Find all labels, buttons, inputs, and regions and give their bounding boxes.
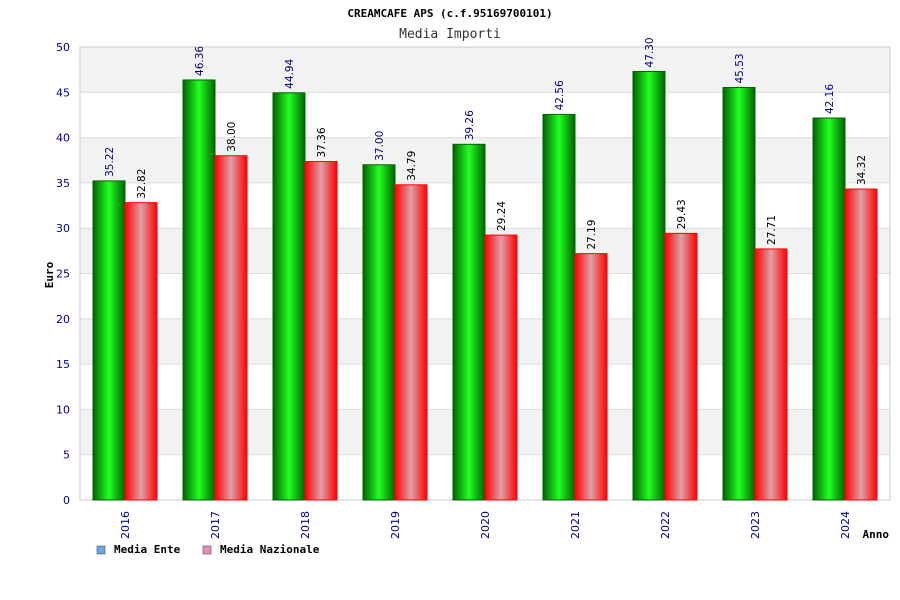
y-tick-label: 25 xyxy=(56,268,70,281)
x-tick-label: 2017 xyxy=(209,511,222,539)
y-tick-label: 35 xyxy=(56,177,70,190)
bar-media-ente-2019 xyxy=(362,164,396,501)
chart-title: CREAMCAFE APS (c.f.95169700101) xyxy=(347,7,552,20)
data-label: 38.00 xyxy=(226,122,238,152)
x-tick-label: 2021 xyxy=(569,511,582,539)
bar-media-nazionale-2021 xyxy=(574,253,608,501)
y-tick-label: 15 xyxy=(56,358,70,371)
legend: Media Ente Media Nazionale xyxy=(96,543,320,556)
data-label: 27.19 xyxy=(586,220,598,250)
x-tick-label: 2024 xyxy=(839,511,852,539)
x-axis-ticks: 2016 2017 2018 2019 2020 2021 2022 2023 2024 xyxy=(119,511,852,539)
data-label: 32.82 xyxy=(136,169,148,199)
data-label: 39.26 xyxy=(464,110,476,140)
data-label: 29.43 xyxy=(676,199,688,229)
data-label: 46.36 xyxy=(194,46,206,76)
y-tick-label: 10 xyxy=(56,403,70,416)
y-axis-label: Euro xyxy=(43,261,56,288)
bar-media-ente-2022 xyxy=(632,70,666,501)
bar-media-nazionale-2018 xyxy=(304,161,338,501)
data-label: 45.53 xyxy=(734,53,746,83)
legend-label: Media Ente xyxy=(114,543,181,556)
bar-media-ente-2018 xyxy=(272,92,306,501)
data-label: 37.36 xyxy=(316,127,328,157)
y-tick-label: 20 xyxy=(56,313,70,326)
x-tick-label: 2023 xyxy=(749,511,762,539)
y-tick-label: 0 xyxy=(63,494,70,507)
data-labels: 35.22 32.82 46.36 38.00 44.94 37.36 37.00 34.79… xyxy=(104,37,868,249)
legend-item-media-ente: Media Ente xyxy=(96,543,181,556)
bar-media-ente-2016 xyxy=(92,180,126,501)
data-label: 27.71 xyxy=(766,215,778,245)
bar-media-ente-2017 xyxy=(182,79,216,501)
bar-media-nazionale-2016 xyxy=(124,202,158,501)
bars xyxy=(92,70,878,501)
data-label: 34.32 xyxy=(856,155,868,185)
legend-item-media-nazionale: Media Nazionale xyxy=(202,543,320,556)
chart-subtitle: Media Importi xyxy=(399,27,501,42)
bar-media-nazionale-2022 xyxy=(664,232,698,501)
bar-media-nazionale-2024 xyxy=(844,188,878,501)
bar-media-ente-2020 xyxy=(452,143,486,501)
bar-media-ente-2023 xyxy=(722,86,756,501)
data-label: 42.16 xyxy=(824,84,836,114)
bar-media-nazionale-2019 xyxy=(394,184,428,501)
y-axis-ticks: 0 5 10 15 20 25 30 35 40 45 50 xyxy=(56,41,70,507)
bar-media-nazionale-2017 xyxy=(214,155,248,501)
x-tick-label: 2020 xyxy=(479,511,492,539)
bar-media-ente-2021 xyxy=(542,113,576,501)
x-axis-label: Anno xyxy=(863,528,890,541)
data-label: 42.56 xyxy=(554,80,566,110)
y-tick-label: 30 xyxy=(56,222,70,235)
data-label: 29.24 xyxy=(496,201,508,231)
x-tick-label: 2019 xyxy=(389,511,402,539)
data-label: 37.00 xyxy=(374,131,386,161)
data-label: 35.22 xyxy=(104,147,116,177)
bar-media-nazionale-2020 xyxy=(484,234,518,501)
legend-label: Media Nazionale xyxy=(220,543,320,556)
data-label: 34.79 xyxy=(406,151,418,181)
y-tick-label: 45 xyxy=(56,86,70,99)
x-tick-label: 2016 xyxy=(119,511,132,539)
data-label: 47.30 xyxy=(644,37,656,67)
y-tick-label: 50 xyxy=(56,41,70,54)
legend-swatch xyxy=(202,545,212,555)
bar-media-ente-2024 xyxy=(812,117,846,501)
legend-swatch xyxy=(96,545,106,555)
data-label: 44.94 xyxy=(284,58,296,88)
y-tick-label: 5 xyxy=(63,449,70,462)
bar-media-nazionale-2023 xyxy=(754,248,788,501)
y-tick-label: 40 xyxy=(56,132,70,145)
x-tick-label: 2018 xyxy=(299,511,312,539)
x-tick-label: 2022 xyxy=(659,511,672,539)
